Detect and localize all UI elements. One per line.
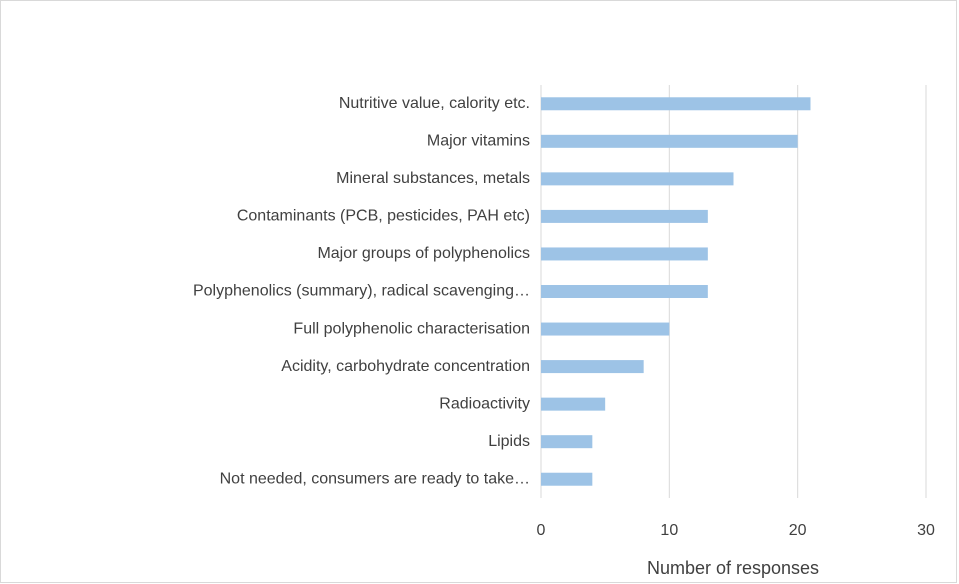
y-tick-label: Not needed, consumers are ready to take… [220,470,530,487]
bar [541,322,670,336]
bar [541,397,606,411]
y-tick-label: Polyphenolics (summary), radical scaveng… [193,283,530,300]
bar [541,172,734,186]
x-tick-label: 20 [789,522,807,539]
bar [541,472,593,486]
bar [541,247,708,261]
y-tick-label: Major vitamins [427,133,530,150]
bar [541,435,593,449]
y-tick-label: Radioactivity [439,395,530,412]
y-tick-label: Full polyphenolic characterisation [293,320,530,337]
x-tick-label: 30 [917,522,935,539]
bar [541,209,708,223]
bar [541,134,798,148]
y-tick-label: Mineral substances, metals [336,170,530,187]
x-axis-label: Number of responses [647,558,819,578]
y-tick-label: Nutritive value, calority etc. [339,95,530,112]
bar [541,360,644,374]
bar [541,97,811,111]
y-tick-label: Lipids [488,433,530,450]
y-tick-label: Contaminants (PCB, pesticides, PAH etc) [237,208,530,225]
x-tick-label: 10 [660,522,678,539]
x-tick-label: 0 [537,522,546,539]
y-tick-label: Major groups of polyphenolics [317,245,530,262]
y-tick-label: Acidity, carbohydrate concentration [281,358,530,375]
bar [541,285,708,298]
